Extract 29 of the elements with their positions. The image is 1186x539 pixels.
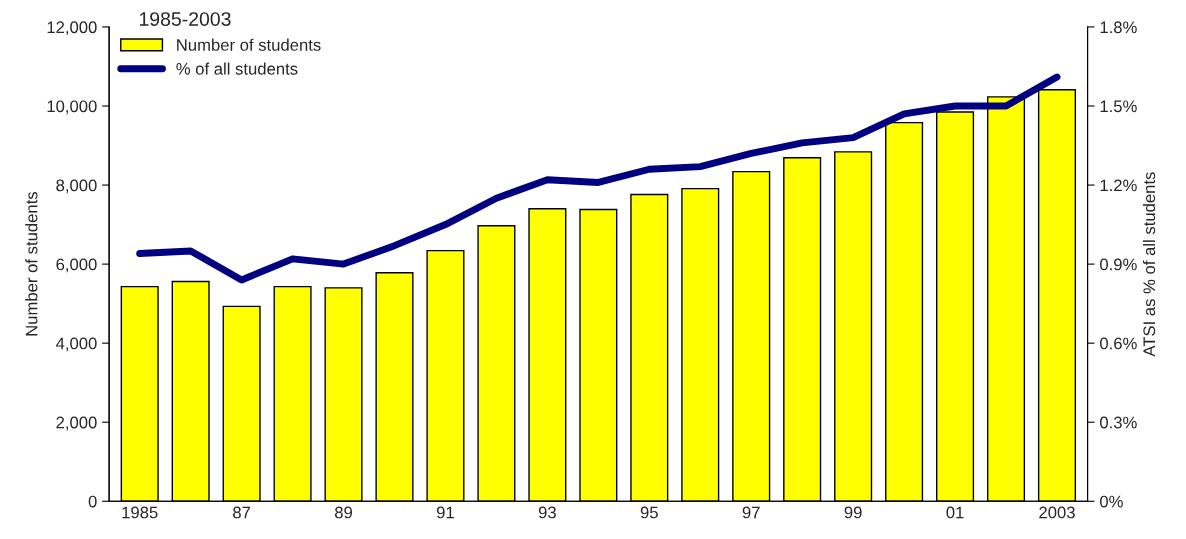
x-tick-label: 97: [742, 506, 760, 519]
x-tick-label: 95: [640, 506, 658, 519]
y2-tick-label: 0.9%: [1100, 258, 1137, 271]
x-tick-label: 87: [233, 506, 251, 519]
x-tick-label: 2003: [1039, 506, 1075, 519]
legend-label: % of all students: [176, 62, 298, 75]
y2-tick-label: 0.6%: [1100, 337, 1137, 350]
y-tick-label: 0: [88, 495, 97, 508]
y-tick-label: 6,000: [56, 258, 97, 273]
y2-tick-label: 1.2%: [1100, 179, 1137, 192]
y2-tick-label: 0.3%: [1100, 416, 1137, 429]
y-tick-label: 8,000: [56, 179, 97, 194]
chart-title: 1985-2003: [139, 12, 231, 26]
x-tick-label: 89: [334, 506, 353, 519]
legend-label: Number of students: [177, 38, 321, 51]
y2-tick-label: 1.8%: [1100, 21, 1137, 34]
x-tick-label: 99: [844, 506, 862, 519]
y-tick-label: 12,000: [47, 21, 97, 36]
y-tick-label: 4,000: [55, 337, 97, 352]
y2-tick-label: 0%: [1100, 495, 1123, 508]
x-tick-label: 91: [436, 506, 454, 519]
x-tick-label: 93: [538, 506, 556, 519]
x-tick-label: 01: [946, 506, 964, 519]
x-tick-label: 1985: [122, 506, 158, 519]
y2-tick-label: 1.5%: [1100, 100, 1137, 113]
y-tick-label: 2,000: [56, 416, 97, 431]
y-axis-title: Number of students: [25, 191, 38, 336]
y-tick-label: 10,000: [47, 100, 97, 115]
y2-axis-title: ATSI as % of all students: [1142, 172, 1156, 357]
